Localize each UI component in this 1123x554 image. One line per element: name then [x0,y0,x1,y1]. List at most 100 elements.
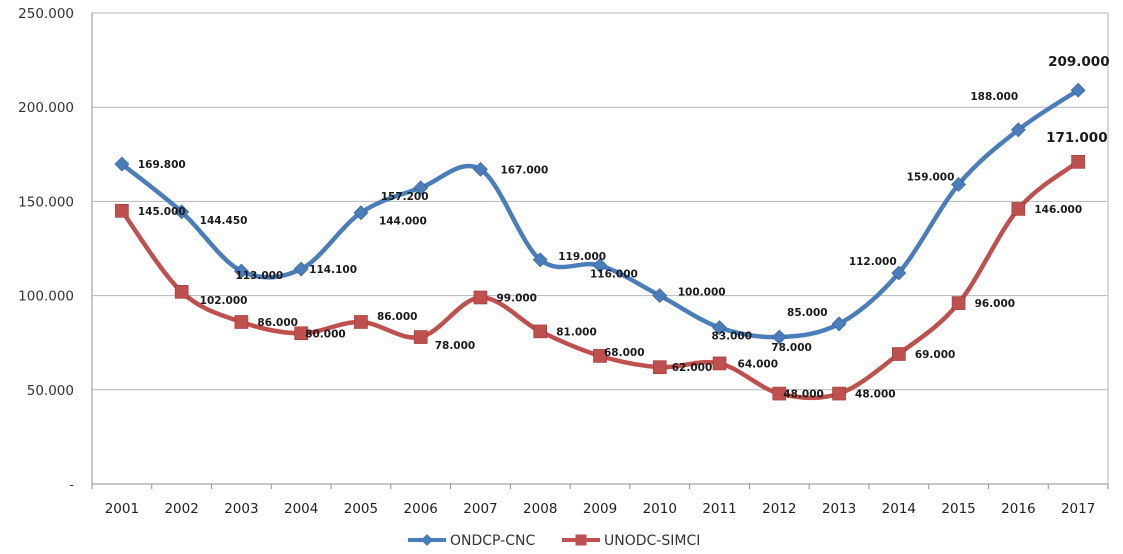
data-label: 144.000 [379,216,427,228]
x-tick-label: 2011 [702,501,736,517]
data-label: 114.100 [309,264,357,276]
x-tick-label: 2007 [463,501,497,517]
series-markers [114,82,1086,401]
marker-point [951,296,966,310]
marker-point [174,204,190,220]
x-tick-label: 2015 [941,501,975,517]
data-label: 102.000 [200,295,248,307]
data-label: 96.000 [975,298,1016,310]
marker-point [413,330,428,344]
x-tick-label: 2001 [105,501,139,517]
marker-point [234,315,249,329]
data-label: 112.000 [849,256,897,268]
x-tick-label: 2014 [882,501,916,517]
marker-point [174,285,189,299]
marker-point [592,258,608,273]
data-label: 99.000 [496,292,537,304]
data-label: 113.000 [235,270,283,282]
marker-point [532,252,548,268]
data-label: 81.000 [556,326,597,338]
marker-point [114,156,130,172]
data-label: 78.000 [771,342,812,354]
marker-point [353,205,369,221]
data-label: 78.000 [435,340,476,352]
data-label: 145.000 [138,206,186,218]
marker-point [652,288,668,304]
data-label: 83.000 [712,331,753,343]
legend-label: ONDCP-CNC [450,533,535,549]
x-axis-ticks: 2001 2002 2003 2004 2005 2006 2007 2008 2009 2010… [91,484,1109,517]
data-label: 157.200 [381,191,429,203]
gridlines [91,12,1109,485]
marker-point [771,329,787,345]
x-tick-label: 2010 [643,501,677,517]
marker-point [413,180,429,196]
marker-point [712,320,727,336]
marker-point [712,356,727,371]
marker-point [652,360,667,374]
marker-point [772,386,787,401]
marker-point [1071,155,1085,169]
x-tick-label: 2006 [404,501,438,517]
data-label: 69.000 [915,349,956,361]
marker-point [233,263,249,279]
y-tick-label: 150.000 [18,194,74,210]
data-label: 80.000 [305,328,346,340]
data-label: 68.000 [604,347,645,359]
data-label: 171.000 [1046,130,1108,146]
legend-marker [421,534,433,546]
data-label: 100.000 [678,287,726,299]
data-label: 86.000 [377,311,418,323]
data-label: 167.000 [500,164,548,176]
marker-point [891,265,907,281]
data-label: 169.800 [138,159,186,171]
marker-point [533,324,548,339]
series-line-ondcp-cnc [119,87,1081,340]
marker-point [354,315,368,329]
y-tick-label: 100.000 [18,289,74,305]
data-label: 64.000 [738,358,779,370]
data-label: 119.000 [558,251,606,263]
x-tick-label: 2004 [284,501,318,517]
x-tick-label: 2002 [164,501,198,517]
data-label: 48.000 [783,389,824,401]
marker-point [473,290,488,305]
marker-point [831,316,847,332]
y-tick-label: - [69,477,74,493]
marker-point [1010,122,1026,138]
data-label: 48.000 [855,389,896,401]
data-label: 159.000 [907,171,955,183]
x-tick-label: 2005 [344,501,378,517]
x-tick-label: 2012 [762,501,796,517]
data-labels: 169.800 144.450 113.000 114.100 144.000 157.2… [138,54,1110,400]
y-tick-label: 200.000 [18,100,74,116]
y-tick-label: 50.000 [27,383,74,399]
data-label: 209.000 [1048,54,1110,70]
x-tick-label: 2003 [224,501,258,517]
legend-marker [575,534,587,546]
data-label: 116.000 [590,268,638,280]
marker-point [1070,82,1086,98]
data-label: 86.000 [257,317,298,329]
marker-point [294,326,308,341]
data-label: 188.000 [970,91,1018,103]
legend: ONDCP-CNC UNODC-SIMCI [408,533,700,549]
marker-point [951,177,967,192]
x-tick-label: 2016 [1001,501,1035,517]
x-tick-label: 2008 [523,501,557,517]
marker-point [892,347,906,361]
marker-point [473,161,488,177]
y-tick-label: 250.000 [18,6,74,22]
data-label: 146.000 [1034,204,1082,216]
x-tick-label: 2009 [583,501,617,517]
data-label: 144.450 [200,215,248,227]
data-label: 62.000 [672,362,713,374]
x-tick-label: 2013 [822,501,856,517]
legend-label: UNODC-SIMCI [604,533,700,549]
y-axis-ticks: - 50.000 100.000 150.000 200.000 250.000 [18,6,74,493]
x-tick-label: 2017 [1061,501,1095,517]
marker-point [293,261,309,277]
data-label: 85.000 [787,307,828,319]
marker-point [115,204,129,218]
marker-point [593,349,607,363]
